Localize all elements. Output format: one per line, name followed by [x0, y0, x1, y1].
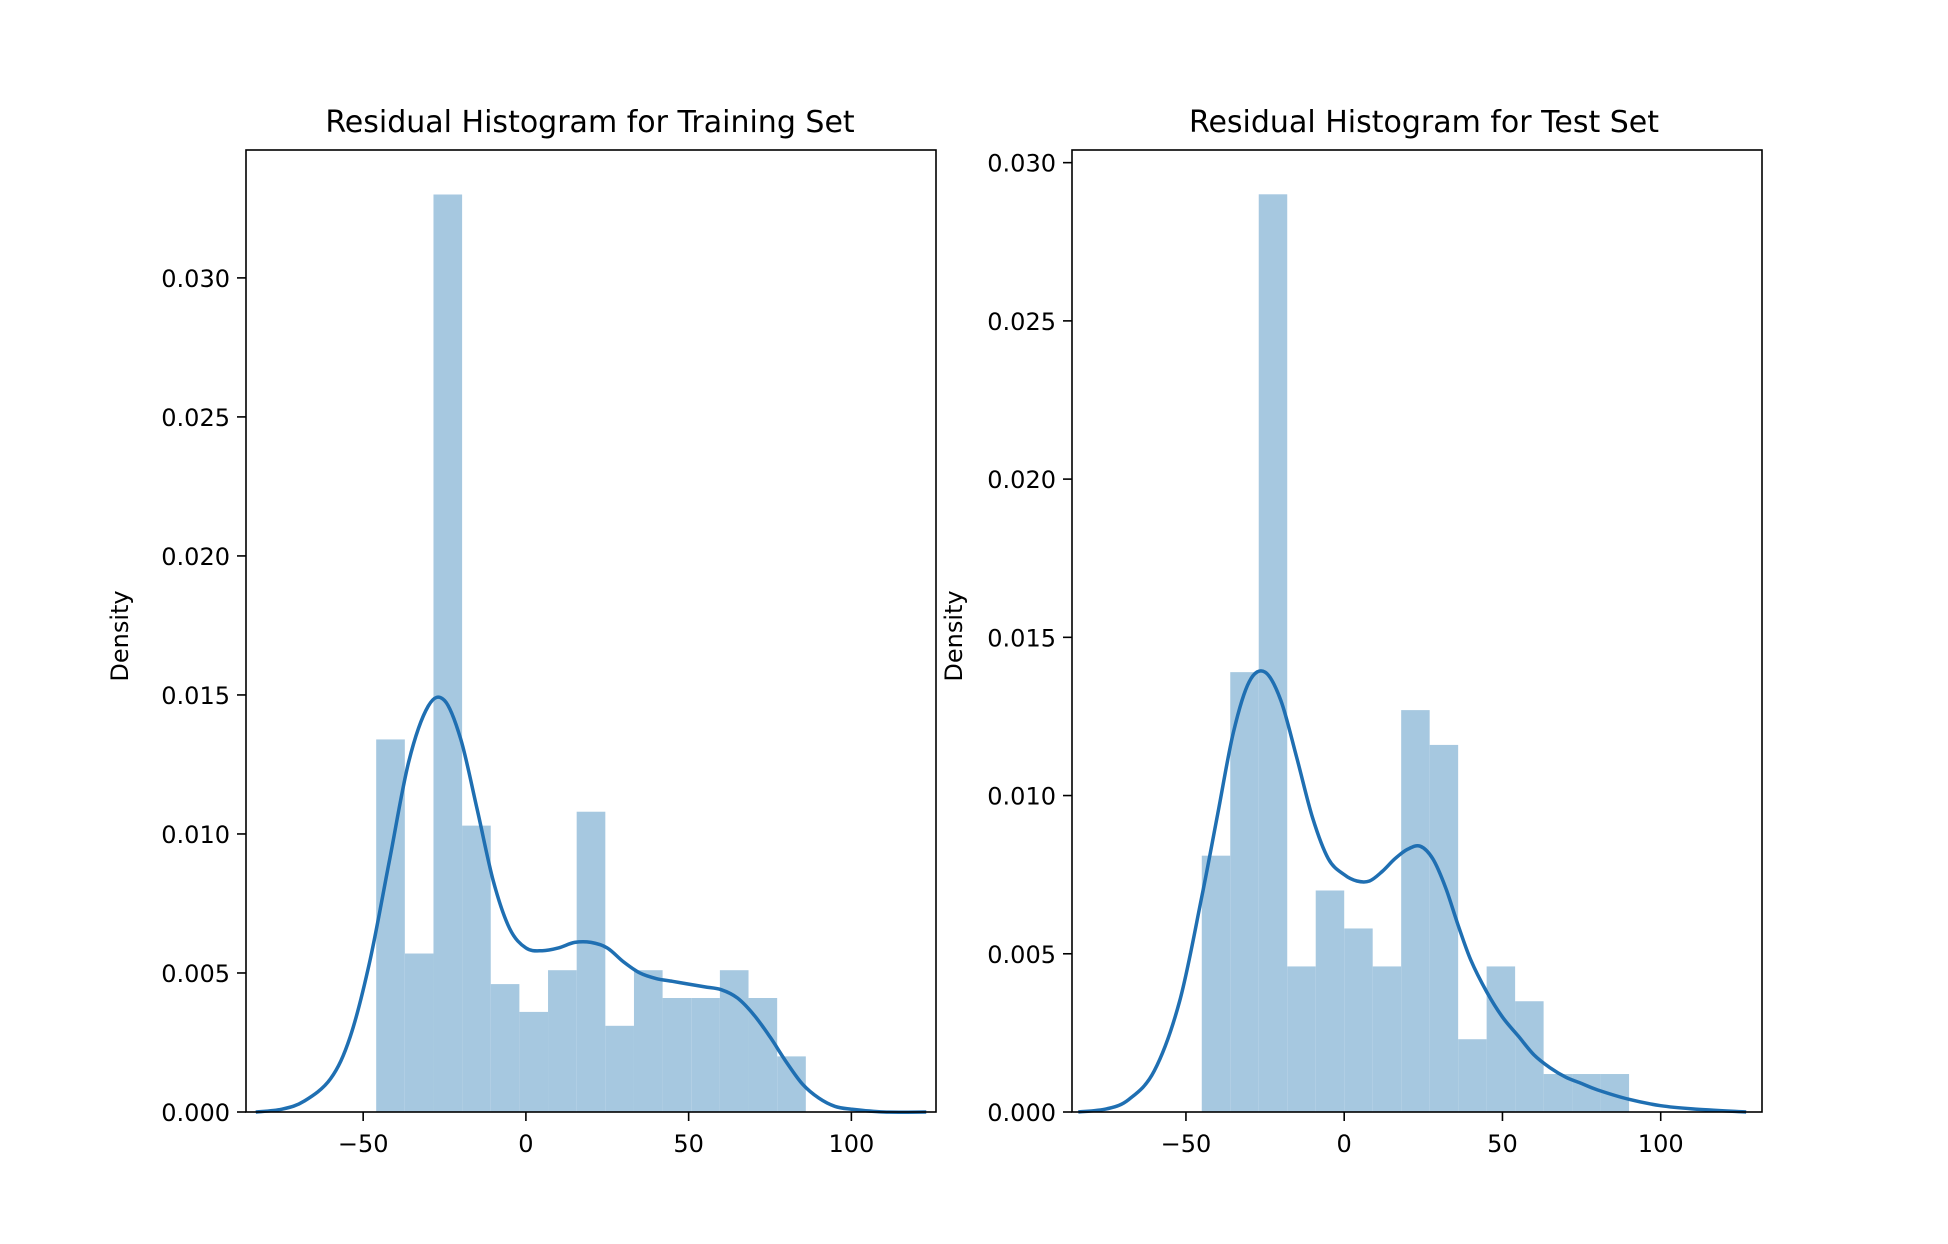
- test-histogram-bar: [1515, 1001, 1544, 1112]
- test-histogram-bar: [1372, 966, 1402, 1112]
- test-histogram-bar: [1344, 928, 1373, 1112]
- training-histogram-bar: [490, 984, 520, 1112]
- test-x-tick-label: 100: [1638, 1130, 1684, 1158]
- test-y-axis: 0.000 0.005 0.010 0.015 0.020 0.025 0.030: [987, 150, 1072, 1127]
- training-kde-curve: [255, 695, 927, 1114]
- test-x-tick-label: 50: [1487, 1130, 1518, 1158]
- test-histogram-bar: [1486, 966, 1516, 1112]
- test-y-tick-label: 0.030: [987, 150, 1056, 178]
- training-histogram-bar: [605, 1025, 634, 1112]
- training-histogram-bars: [376, 194, 806, 1113]
- training-y-tick-label: 0.010: [161, 821, 230, 849]
- training-chart-title: Residual Histogram for Training Set: [325, 105, 855, 140]
- training-y-axis: 0.000 0.005 0.010 0.015 0.020 0.025 0.030: [161, 265, 246, 1127]
- training-y-tick-label: 0.005: [161, 960, 230, 988]
- test-histogram-bar: [1287, 966, 1316, 1112]
- test-histogram-bar: [1258, 194, 1288, 1113]
- training-histogram-bar: [662, 998, 692, 1112]
- training-x-tick-label: 50: [673, 1130, 704, 1158]
- test-y-tick-label: 0.025: [987, 308, 1056, 336]
- training-x-tick-label: 100: [828, 1130, 874, 1158]
- test-chart-title: Residual Histogram for Test Set: [1189, 105, 1659, 140]
- test-histogram-bar: [1458, 1039, 1487, 1112]
- test-histogram-panel: Residual Histogram for Test Set Density …: [940, 105, 1763, 1158]
- training-y-tick-label: 0.030: [161, 265, 230, 293]
- test-y-axis-label: Density: [940, 590, 968, 681]
- test-histogram-bar: [1201, 855, 1231, 1112]
- test-y-tick-label: 0.005: [987, 941, 1056, 969]
- training-histogram-bar: [433, 194, 463, 1113]
- training-histogram-bar: [748, 998, 778, 1112]
- training-histogram-bar: [519, 1011, 549, 1112]
- training-histogram-bar: [576, 811, 606, 1112]
- test-kde-curve: [1078, 669, 1747, 1114]
- training-y-tick-label: 0.015: [161, 682, 230, 710]
- test-histogram-bar: [1543, 1074, 1573, 1112]
- test-x-tick-label: 0: [1337, 1130, 1352, 1158]
- training-histogram-bar: [404, 953, 434, 1112]
- test-y-tick-label: 0.020: [987, 466, 1056, 494]
- training-histogram-bar: [633, 970, 663, 1112]
- training-plot-frame: [245, 149, 937, 1113]
- training-y-tick-label: 0.020: [161, 543, 230, 571]
- test-histogram-bars: [1201, 194, 1630, 1113]
- test-x-axis: −50 0 50 100: [1161, 1112, 1684, 1158]
- test-y-tick-label: 0.010: [987, 783, 1056, 811]
- test-plot-frame: [1071, 149, 1763, 1113]
- test-y-tick-label: 0.000: [987, 1099, 1056, 1127]
- training-histogram-panel: Residual Histogram for Training Set Dens…: [106, 105, 937, 1158]
- training-histogram-bar: [462, 825, 491, 1112]
- test-x-tick-label: −50: [1161, 1130, 1212, 1158]
- test-histogram-bar: [1401, 710, 1430, 1112]
- training-x-axis: −50 0 50 100: [338, 1112, 874, 1158]
- training-x-tick-label: 0: [518, 1130, 533, 1158]
- test-histogram-bar: [1230, 672, 1259, 1112]
- training-histogram-bar: [548, 970, 577, 1112]
- training-y-tick-label: 0.000: [161, 1099, 230, 1127]
- test-y-tick-label: 0.015: [987, 624, 1056, 652]
- test-histogram-bar: [1315, 890, 1345, 1112]
- test-histogram-bar: [1429, 744, 1459, 1112]
- training-y-tick-label: 0.025: [161, 404, 230, 432]
- training-y-axis-label: Density: [106, 590, 134, 681]
- training-histogram-bar: [691, 998, 720, 1112]
- training-x-tick-label: −50: [338, 1130, 389, 1158]
